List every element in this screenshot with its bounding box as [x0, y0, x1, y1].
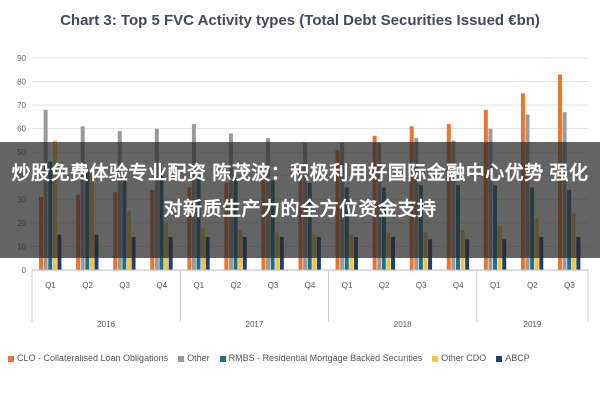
x-tick-label: Q3 — [119, 281, 130, 290]
legend-label: CLO - Collateralised Loan Obligations — [17, 353, 169, 363]
x-tick-label: Q2 — [82, 281, 93, 290]
x-tick-label: Q2 — [379, 281, 390, 290]
legend-swatch — [219, 355, 226, 362]
x-tick-label: Q4 — [453, 281, 464, 290]
legend-swatch — [8, 355, 14, 362]
legend-label: Other CDO — [441, 353, 487, 363]
x-tick-label: Q1 — [45, 281, 56, 290]
legend-swatch — [178, 355, 185, 362]
year-label: 2018 — [394, 320, 412, 329]
legend-swatch — [496, 355, 503, 362]
legend-swatch — [432, 355, 439, 362]
x-tick-label: Q4 — [156, 281, 167, 290]
legend-label: ABCP — [505, 353, 530, 363]
year-label: 2019 — [524, 320, 542, 329]
x-tick-label: Q3 — [268, 281, 279, 290]
legend-item: RMBS - Residential Mortgage Backed Secur… — [219, 353, 423, 363]
legend-label: Other — [187, 353, 210, 363]
legend-label: RMBS - Residential Mortgage Backed Secur… — [228, 353, 423, 363]
x-tick-label: Q2 — [231, 281, 242, 290]
y-tick-label: 70 — [17, 101, 26, 110]
y-tick-label: 0 — [22, 266, 27, 275]
headline-text[interactable]: 炒股免费体验专业配资 陈茂波：积极利用好国际金融中心优势 强化对新质生产力的全方… — [11, 163, 589, 220]
legend-item: ABCP — [496, 353, 530, 363]
x-tick-label: Q1 — [193, 281, 204, 290]
headline-banner[interactable] — [0, 142, 600, 258]
legend-item: Other CDO — [432, 353, 486, 363]
x-tick-label: Q1 — [490, 281, 501, 290]
legend-item: CLO - Collateralised Loan Obligations — [8, 353, 168, 363]
y-tick-label: 60 — [17, 125, 26, 134]
legend-item: Other — [178, 353, 210, 363]
chart-title: Chart 3: Top 5 FVC Activity types (Total… — [60, 12, 540, 29]
year-label: 2017 — [246, 320, 264, 329]
x-tick-label: Q1 — [342, 281, 353, 290]
x-tick-label: Q4 — [305, 281, 316, 290]
year-label: 2016 — [97, 320, 115, 329]
x-tick-label: Q3 — [416, 281, 427, 290]
chart-legend: CLO - Collateralised Loan Obligations Oth… — [8, 353, 598, 363]
y-tick-label: 90 — [17, 54, 26, 63]
x-tick-label: Q3 — [564, 281, 575, 290]
x-tick-label: Q2 — [527, 281, 538, 290]
y-tick-label: 80 — [17, 78, 26, 87]
